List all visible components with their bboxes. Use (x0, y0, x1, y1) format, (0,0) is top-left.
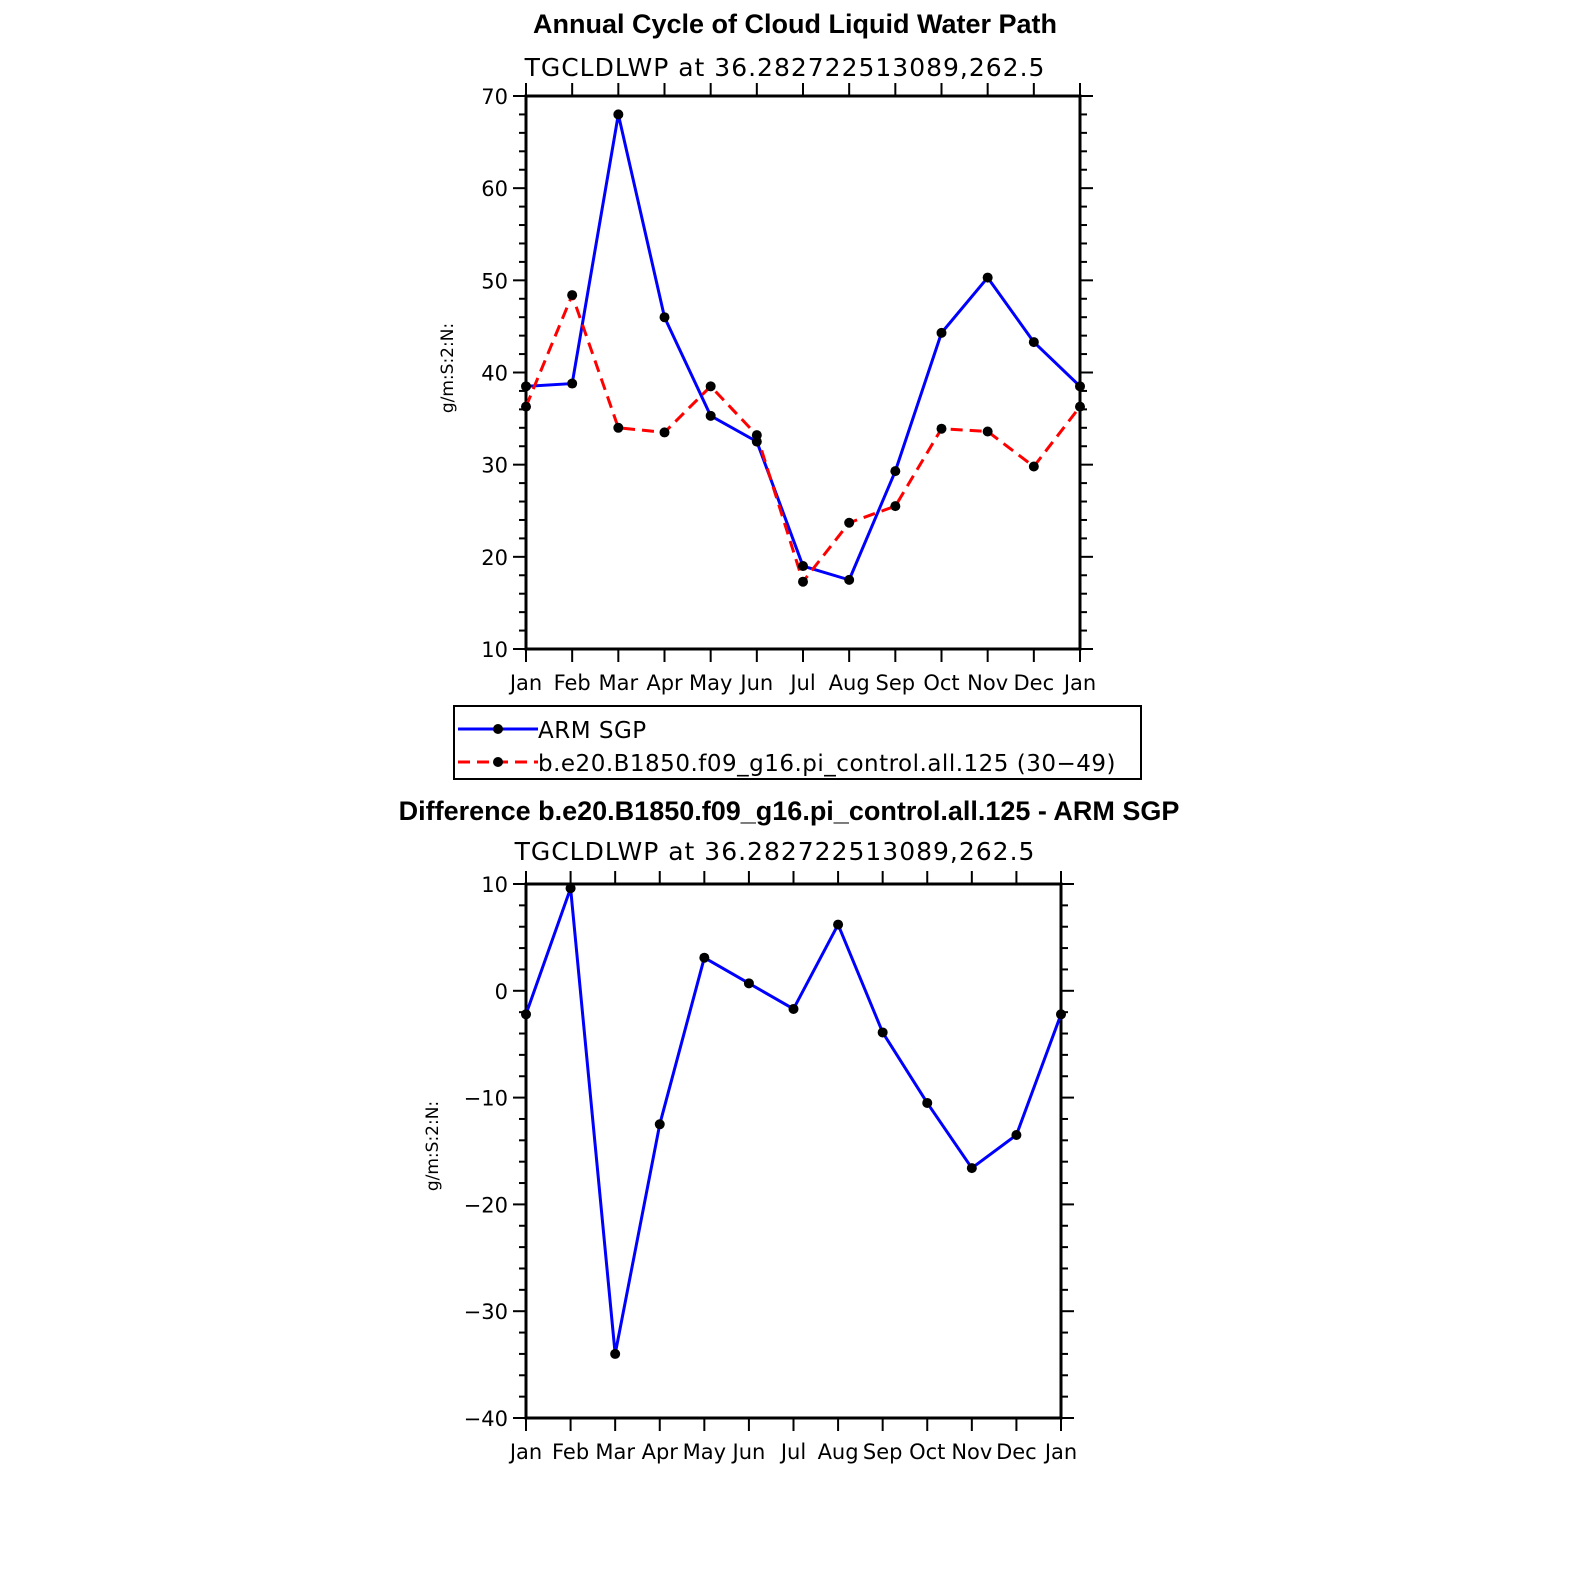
chart1-series-0-point (567, 378, 578, 389)
chart1-series-0-point (890, 466, 901, 477)
chart2-xtick-label: Dec (996, 1440, 1037, 1464)
chart1-series-1-point (936, 423, 947, 434)
chart2-ytick-label: 0 (495, 980, 508, 1004)
chart1-series-0-point (1075, 381, 1085, 392)
chart2-series-0-point (521, 1009, 531, 1020)
legend-label-model: b.e20.B1850.f09_g16.pi_control.all.125 (… (538, 751, 1116, 777)
chart2-ytick-label: −10 (464, 1087, 508, 1111)
chart1-series-0-point (798, 561, 808, 572)
chart1-ytick-label: 30 (481, 454, 508, 478)
chart2-series-0-point (1056, 1009, 1066, 1020)
chart2-series-0-point (922, 1097, 933, 1108)
chart1-ytick-label: 10 (481, 638, 508, 662)
chart1-series-0-point (613, 109, 624, 120)
chart1-series-1-point (1075, 401, 1085, 412)
chart1-series-0-point (936, 327, 947, 338)
chart1-series-1-point (567, 290, 578, 301)
chart2-frame (524, 882, 1063, 1420)
chart1-xtick-label: Jun (738, 671, 773, 695)
chart1-ytick-label: 50 (481, 269, 508, 293)
chart1-series-1-point (844, 517, 855, 528)
chart1-series-0-point (1028, 337, 1039, 348)
legend-marker-model (493, 757, 503, 767)
chart2-series-0-point (833, 919, 844, 930)
chart1-ytick-label: 60 (481, 177, 508, 201)
chart1-series-1-point (705, 381, 716, 392)
chart2-series-0-point (788, 1003, 799, 1014)
chart2-series-0-point (743, 978, 754, 989)
chart2-xtick-label: Jul (779, 1440, 806, 1464)
chart1-xtick-label: Nov (967, 671, 1008, 695)
chart2-xtick-label: Mar (595, 1440, 635, 1464)
chart2-series-0-point (565, 883, 576, 894)
chart2-subtitle: TGCLDLWP at 36.282722513089,262.5 (514, 837, 1036, 866)
chart1-plot: 10 20 30 40 50 60 70 Jan Feb Mar Apr May Jun Jul Aug Se… (481, 83, 1096, 695)
chart1-series-1-point (890, 501, 901, 512)
legend-marker-arm-sgp (493, 724, 503, 734)
chart2-series-line-0 (524, 886, 1063, 1356)
chart2-series-0-point (699, 952, 710, 963)
chart1-xtick-label: Jul (788, 671, 815, 695)
chart1-subtitle: TGCLDLWP at 36.282722513089,262.5 (524, 53, 1046, 82)
chart2-ylabel: g/m:S:2:N: (423, 1101, 443, 1191)
chart2-xtick-label: May (683, 1440, 726, 1464)
chart1-series-0-point (705, 410, 716, 421)
chart1-xtick-label: Jan (508, 671, 542, 695)
chart2-series-0-point (966, 1163, 977, 1174)
chart1-ytick-label: 40 (481, 362, 508, 386)
chart1-ylabel: g/m:S:2:N: (438, 323, 458, 413)
chart1-series-0-point (659, 312, 670, 323)
legend-box (453, 705, 1142, 780)
chart1-xtick-label: Sep (876, 671, 916, 695)
chart2-xtick-label: Jan (508, 1440, 542, 1464)
chart1-xtick-label: May (689, 671, 732, 695)
chart1-ytick-label: 70 (481, 85, 508, 109)
chart2-series-0-point (610, 1348, 621, 1359)
chart2-xtick-label: Sep (863, 1440, 903, 1464)
chart2-plot: −40 −30 −20 −10 0 10 Jan Feb Mar Apr May Jun Jul Aug S… (464, 871, 1077, 1464)
chart1-xtick-label: Mar (599, 671, 639, 695)
chart2-series-0-point (877, 1027, 888, 1038)
chart2-series-0-point (1011, 1129, 1022, 1140)
chart2-xtick-label: Jun (731, 1440, 766, 1464)
chart1-xtick-label: Dec (1014, 671, 1055, 695)
chart1-series-0-point (844, 574, 855, 585)
chart2-ytick-label: −30 (464, 1300, 508, 1324)
chart2-ytick-label: −40 (464, 1407, 508, 1431)
chart2-xtick-label: Apr (642, 1440, 679, 1464)
chart2-series-0-point (654, 1119, 665, 1130)
chart1-series-line-0 (525, 112, 1082, 582)
chart1-series-1-point (613, 422, 624, 433)
chart1-legend: ARM SGP b.e20.B1850.f09_g16.pi_control.a… (453, 705, 1142, 780)
chart1-series-1-point (982, 426, 993, 437)
chart1-series-1-point (798, 576, 808, 587)
chart1-series-line-1 (524, 293, 1082, 584)
chart2-ytick-label: 10 (481, 873, 508, 897)
chart2-xtick-label: Feb (552, 1440, 589, 1464)
chart1-xtick-label: Apr (646, 671, 683, 695)
chart1-xtick-label: Feb (554, 671, 591, 695)
chart2-xtick-label: Oct (909, 1440, 945, 1464)
chart1-series-1-point (659, 427, 670, 438)
legend-label-arm-sgp: ARM SGP (538, 718, 647, 744)
chart1-series-1-point (521, 401, 531, 412)
chart2-xtick-label: Nov (951, 1440, 992, 1464)
chart1-series-1-point (751, 430, 762, 441)
chart1-title: Annual Cycle of Cloud Liquid Water Path (533, 9, 1057, 39)
chart1-xtick-label: Aug (829, 671, 870, 695)
chart1-xtick-label: Oct (923, 671, 959, 695)
chart1-series-1-point (1028, 461, 1039, 472)
chart2-title: Difference b.e20.B1850.f09_g16.pi_contro… (399, 796, 1180, 826)
chart1-series-0-point (521, 381, 531, 392)
chart1-series-0-point (982, 272, 993, 283)
chart1-ytick-label: 20 (481, 546, 508, 570)
chart2-ytick-label: −20 (464, 1193, 508, 1217)
chart2-xtick-label: Jan (1043, 1440, 1077, 1464)
chart1-xtick-label: Jan (1062, 671, 1096, 695)
chart2-xtick-label: Aug (818, 1440, 859, 1464)
